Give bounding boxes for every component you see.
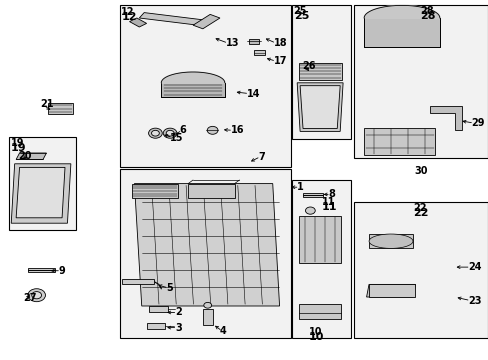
Text: 11: 11 <box>321 197 334 207</box>
Polygon shape <box>300 86 340 129</box>
Text: 2: 2 <box>175 307 182 318</box>
Circle shape <box>32 292 41 299</box>
Bar <box>368 234 412 248</box>
Text: 5: 5 <box>166 283 173 293</box>
Polygon shape <box>16 167 65 218</box>
Polygon shape <box>16 153 46 159</box>
Text: 4: 4 <box>220 326 226 336</box>
Polygon shape <box>364 18 439 47</box>
Bar <box>132 184 178 198</box>
Polygon shape <box>139 13 203 25</box>
Text: 3: 3 <box>175 323 182 333</box>
Text: 21: 21 <box>40 99 54 109</box>
Circle shape <box>163 128 177 138</box>
Text: 24: 24 <box>468 262 481 272</box>
Polygon shape <box>249 39 259 44</box>
Text: 25: 25 <box>293 6 306 16</box>
Circle shape <box>207 126 218 134</box>
Text: 14: 14 <box>246 89 260 99</box>
Bar <box>354 5 487 158</box>
Bar <box>48 103 73 114</box>
Bar <box>9 137 76 230</box>
Text: 22: 22 <box>412 203 426 213</box>
Polygon shape <box>368 234 412 248</box>
Bar <box>203 309 212 325</box>
Text: 27: 27 <box>23 293 37 303</box>
Bar <box>188 184 234 198</box>
Text: 20: 20 <box>19 150 32 161</box>
Text: 16: 16 <box>230 125 244 135</box>
Text: 12: 12 <box>121 6 134 17</box>
Bar <box>299 216 340 263</box>
Text: 15: 15 <box>170 132 183 143</box>
Bar <box>122 279 154 284</box>
Polygon shape <box>364 5 439 18</box>
Text: 11: 11 <box>321 202 336 212</box>
Circle shape <box>148 128 162 138</box>
Polygon shape <box>429 106 461 130</box>
Bar <box>28 268 55 272</box>
Bar <box>303 193 322 197</box>
Polygon shape <box>11 164 71 223</box>
Bar <box>292 180 350 338</box>
Bar <box>368 284 415 297</box>
Circle shape <box>151 130 159 136</box>
Bar <box>299 304 340 319</box>
Text: 1: 1 <box>297 182 304 192</box>
Text: 13: 13 <box>225 38 239 48</box>
Bar <box>299 63 342 80</box>
Polygon shape <box>366 284 415 297</box>
Text: 17: 17 <box>273 56 286 66</box>
Bar <box>146 323 165 329</box>
Text: 18: 18 <box>273 38 287 48</box>
Text: 7: 7 <box>258 152 264 162</box>
Bar <box>254 50 264 55</box>
Text: 30: 30 <box>414 166 427 176</box>
Text: 26: 26 <box>302 60 315 71</box>
Bar <box>149 306 167 312</box>
Text: 28: 28 <box>420 11 435 21</box>
Circle shape <box>28 289 45 302</box>
Text: 29: 29 <box>471 118 484 128</box>
Circle shape <box>166 130 174 136</box>
Circle shape <box>203 302 211 308</box>
Text: 12: 12 <box>121 12 137 22</box>
Text: 25: 25 <box>293 11 308 21</box>
Text: 6: 6 <box>180 125 186 135</box>
Bar <box>120 169 290 338</box>
Polygon shape <box>297 83 343 131</box>
Polygon shape <box>134 184 279 306</box>
Bar <box>364 128 434 155</box>
Text: 10: 10 <box>308 327 322 337</box>
Text: 10: 10 <box>308 332 324 342</box>
Text: 22: 22 <box>412 208 427 218</box>
Polygon shape <box>161 83 224 97</box>
Text: 9: 9 <box>59 266 65 276</box>
Text: 8: 8 <box>328 189 335 199</box>
Text: 19: 19 <box>11 143 26 153</box>
Polygon shape <box>129 18 146 27</box>
Text: 19: 19 <box>11 138 24 148</box>
Polygon shape <box>193 14 220 29</box>
Bar <box>292 5 350 139</box>
Polygon shape <box>161 72 224 83</box>
Bar <box>120 5 290 167</box>
Text: 28: 28 <box>420 6 433 16</box>
Bar <box>354 202 487 338</box>
Circle shape <box>305 207 315 214</box>
Text: 23: 23 <box>468 296 481 306</box>
